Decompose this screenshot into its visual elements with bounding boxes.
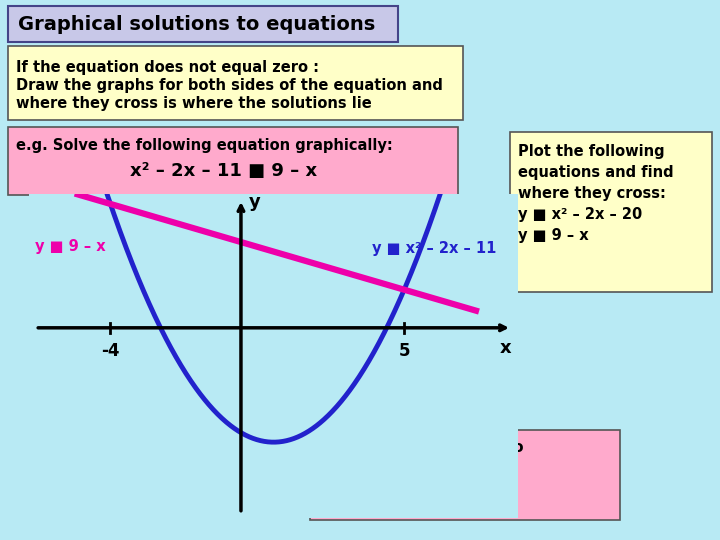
Text: If the equation does not equal zero :: If the equation does not equal zero : (16, 60, 319, 75)
Text: 5: 5 (398, 342, 410, 360)
Text: Graphical solutions to equations: Graphical solutions to equations (18, 15, 375, 33)
Text: equations and find: equations and find (518, 165, 674, 180)
Text: Draw the graphs for both sides of the equation and: Draw the graphs for both sides of the eq… (16, 78, 443, 93)
Text: -4: -4 (101, 342, 120, 360)
Text: where they cross is where the solutions lie: where they cross is where the solutions … (16, 96, 372, 111)
Bar (310, 430, 620, 520)
Text: e.g. Solve the following equation graphically:: e.g. Solve the following equation graphi… (16, 138, 392, 153)
Text: There are 2 solutions to: There are 2 solutions to (318, 440, 523, 455)
Text: Plot the following: Plot the following (518, 144, 665, 159)
Bar (510, 132, 712, 292)
Text: x ■ · 4  and  x ■ 5: x ■ · 4 and x ■ 5 (318, 484, 472, 499)
Text: where they cross:: where they cross: (518, 186, 666, 201)
Bar (8, 127, 458, 195)
Text: y ■ 9 – x: y ■ 9 – x (518, 228, 589, 243)
Text: x² – 2x – 11 ■ 9 – x: x² – 2x – 11 ■ 9 – x (130, 162, 317, 180)
Text: y ■ x² – 2x – 20: y ■ x² – 2x – 20 (518, 207, 642, 222)
Text: y ■ 9 – x: y ■ 9 – x (35, 239, 106, 254)
Bar (8, 46, 463, 120)
Text: x² – 2x – 11 ■ 9 – x: x² – 2x – 11 ■ 9 – x (318, 462, 476, 477)
Text: y ■ x² – 2x – 11: y ■ x² – 2x – 11 (372, 241, 496, 256)
Text: y: y (249, 193, 261, 211)
Bar (8, 6, 398, 42)
Text: x: x (500, 339, 511, 357)
